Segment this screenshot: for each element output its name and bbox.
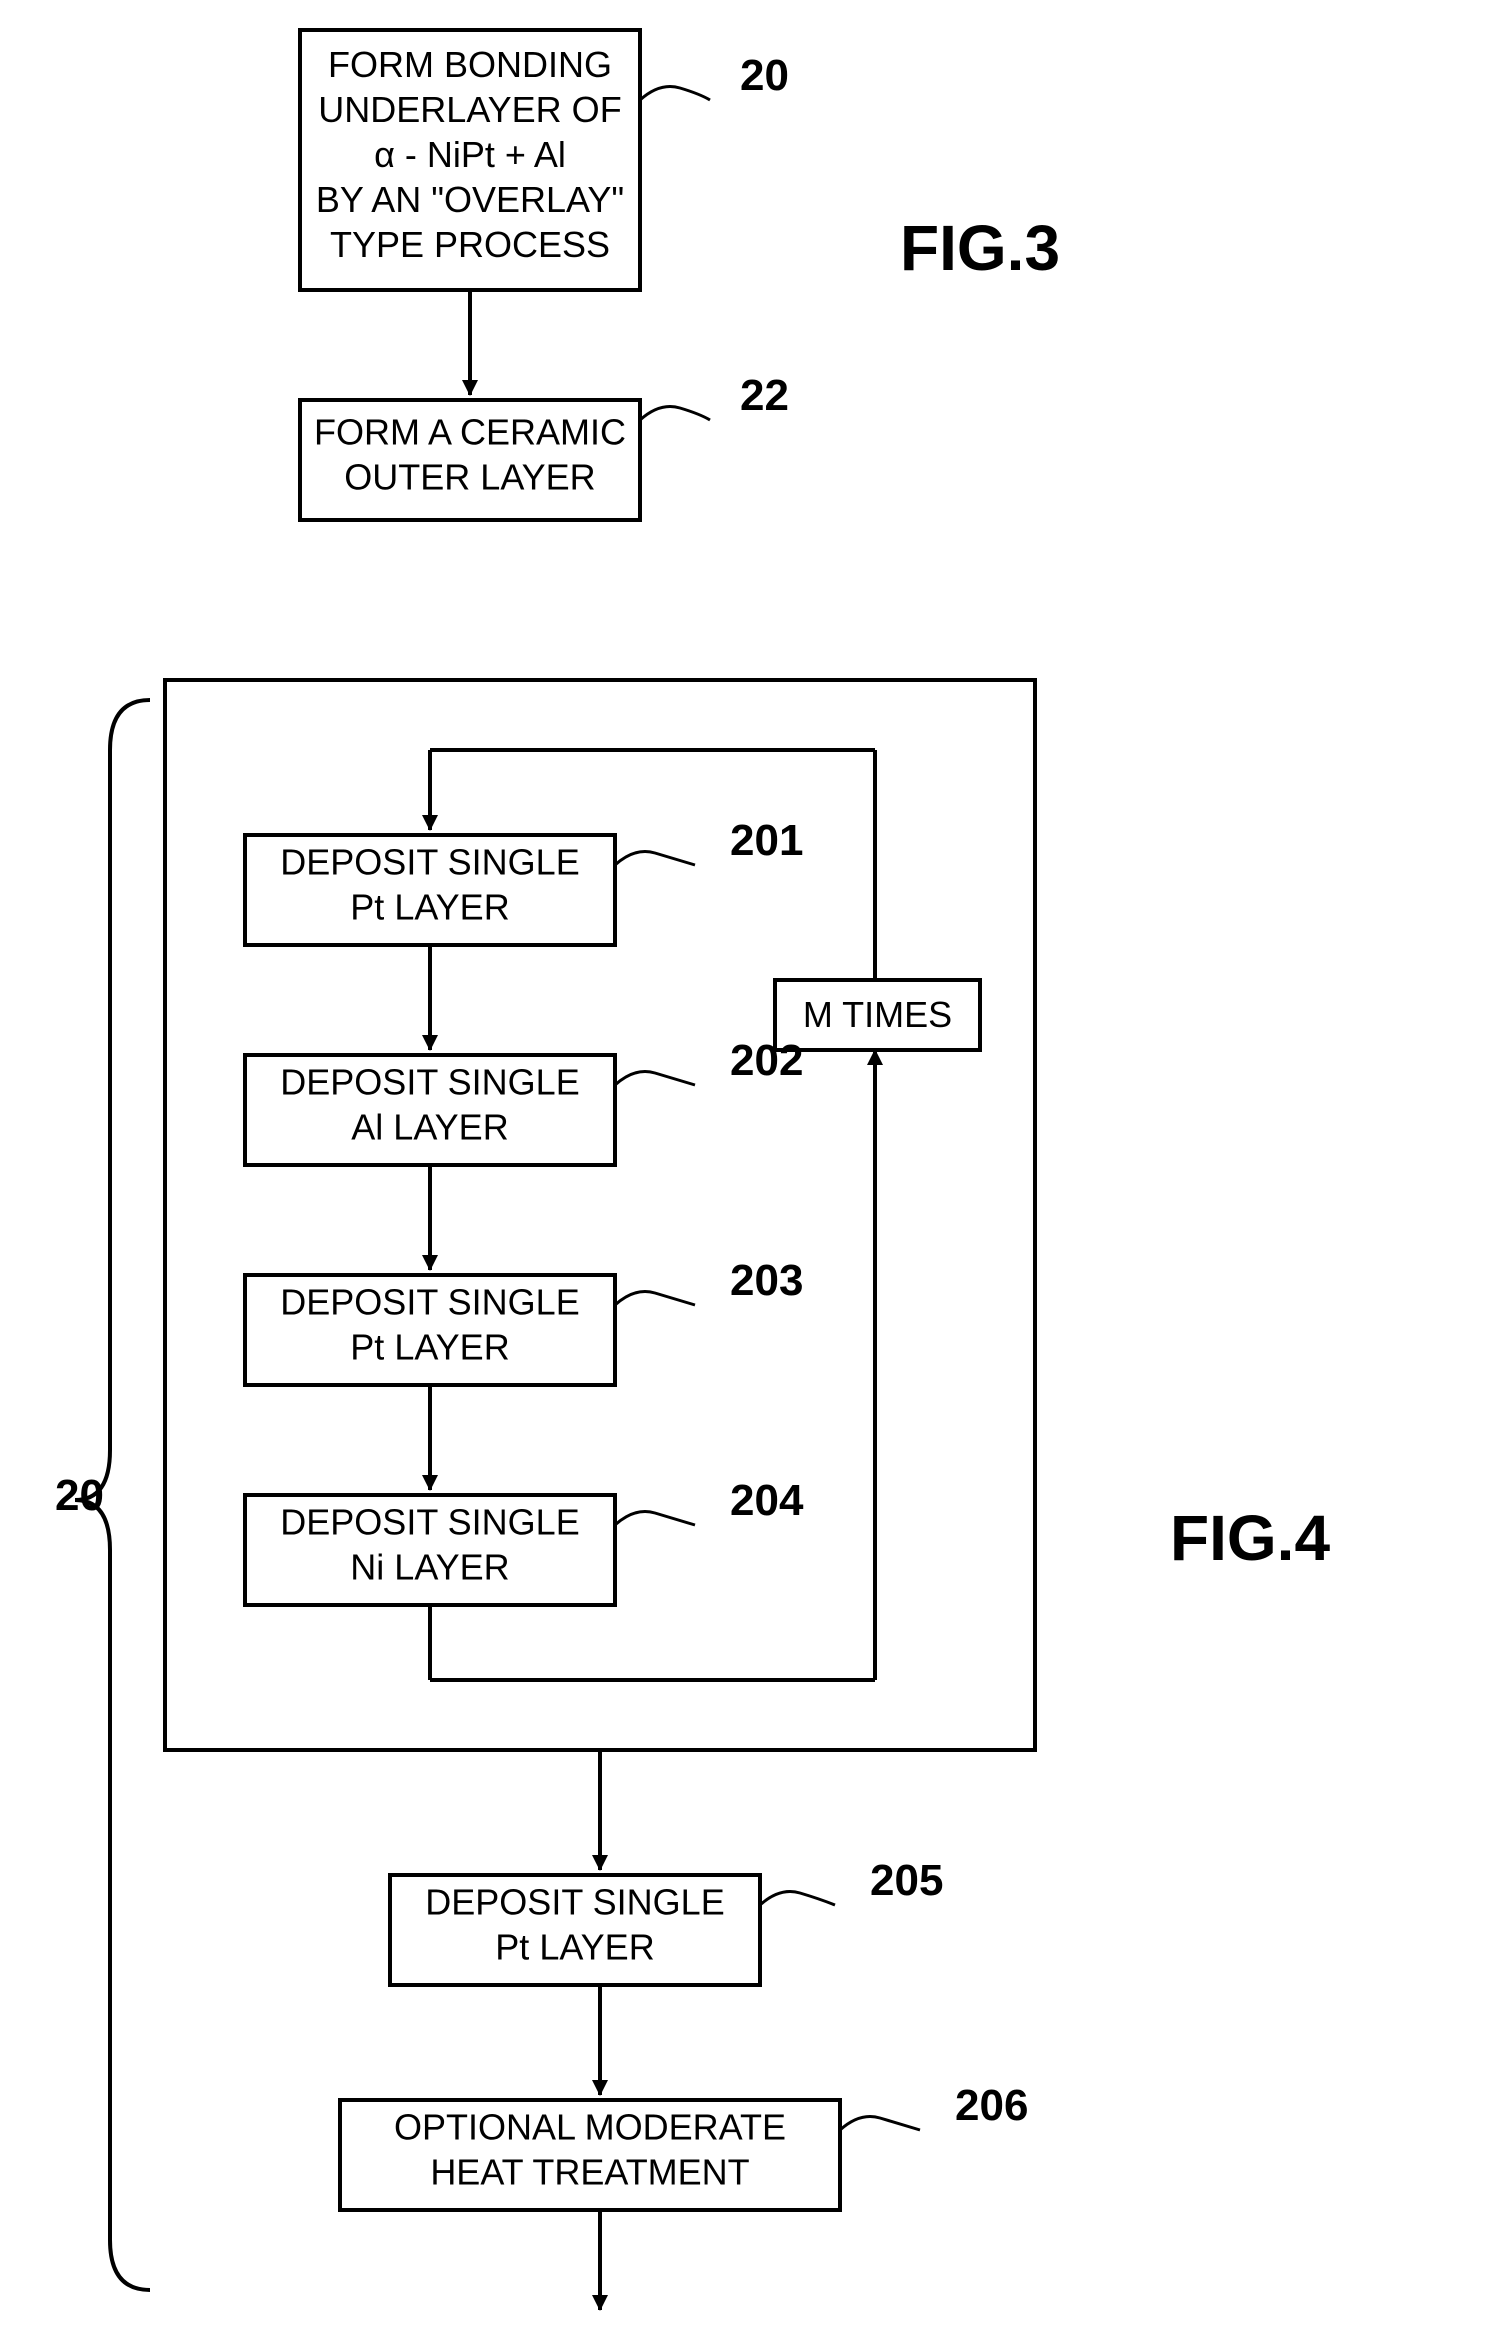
fig3-box-20-text: α - NiPt + Al [374,134,566,175]
fig4-box204-text: DEPOSIT SINGLE [280,1501,579,1542]
fig4-label-206: 206 [955,2081,1028,2130]
m-times-text: M TIMES [803,994,952,1035]
callout-squiggle [615,1072,695,1086]
fig3-title: FIG.3 [900,212,1060,284]
callout-squiggle [640,407,710,421]
fig4-box-205-text: Pt LAYER [495,1926,654,1967]
fig4-box-205-text: DEPOSIT SINGLE [425,1881,724,1922]
callout-squiggle [615,852,695,866]
fig4-box-206-text: OPTIONAL MODERATE [394,2106,786,2147]
fig4-box-206-text: HEAT TREATMENT [430,2151,749,2192]
fig4-box203-text: DEPOSIT SINGLE [280,1281,579,1322]
callout-squiggle [615,1292,695,1306]
callout-squiggle [640,87,710,101]
fig3-box-20-text: BY AN "OVERLAY" [316,179,624,220]
fig4-title: FIG.4 [1170,1502,1330,1574]
fig4-box204-text: Ni LAYER [350,1546,509,1587]
fig4-box202-text: Al LAYER [351,1106,508,1147]
fig4-brace-label-20: 20 [55,1471,104,1520]
fig3-label-20: 20 [740,51,789,100]
callout-squiggle [840,2117,920,2131]
fig4-label-203: 203 [730,1256,803,1305]
fig4-box203-text: Pt LAYER [350,1326,509,1367]
fig3-box-20-text: TYPE PROCESS [330,224,610,265]
fig3-box-22-text: OUTER LAYER [344,456,595,497]
fig4-box201-text: Pt LAYER [350,886,509,927]
callout-squiggle [760,1892,835,1906]
flowchart-diagram: FORM BONDINGUNDERLAYER OFα - NiPt + AlBY… [0,0,1511,2351]
fig4-label-202: 202 [730,1036,803,1085]
fig4-box201-text: DEPOSIT SINGLE [280,841,579,882]
fig4-label-201: 201 [730,816,803,865]
fig3-label-22: 22 [740,371,789,420]
fig3-box-22-text: FORM A CERAMIC [314,411,626,452]
fig4-box202-text: DEPOSIT SINGLE [280,1061,579,1102]
fig4-label-204: 204 [730,1476,804,1525]
fig3-box-20-text: UNDERLAYER OF [318,89,621,130]
fig3-box-20-text: FORM BONDING [328,44,612,85]
fig4-label-205: 205 [870,1856,943,1905]
callout-squiggle [615,1512,695,1526]
